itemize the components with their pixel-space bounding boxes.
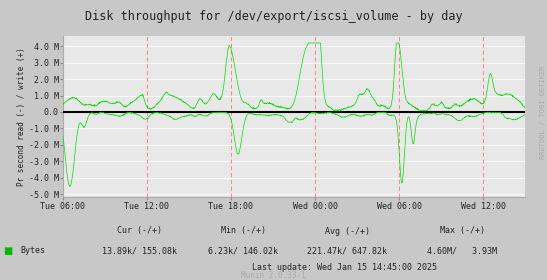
Text: 221.47k/ 647.82k: 221.47k/ 647.82k (307, 246, 387, 255)
Text: 13.89k/ 155.08k: 13.89k/ 155.08k (102, 246, 177, 255)
Text: Cur (-/+): Cur (-/+) (117, 227, 162, 235)
Text: Min (-/+): Min (-/+) (221, 227, 266, 235)
Text: 4.60M/   3.93M: 4.60M/ 3.93M (427, 246, 497, 255)
Text: 6.23k/ 146.02k: 6.23k/ 146.02k (208, 246, 278, 255)
Text: RRDTOOL / TOBI OETIKER: RRDTOOL / TOBI OETIKER (540, 65, 546, 159)
Text: Avg (-/+): Avg (-/+) (325, 227, 370, 235)
Text: Munin 2.0.33-1: Munin 2.0.33-1 (241, 271, 306, 280)
Text: Disk throughput for /dev/export/iscsi_volume - by day: Disk throughput for /dev/export/iscsi_vo… (85, 10, 462, 23)
Text: Last update: Wed Jan 15 14:45:00 2025: Last update: Wed Jan 15 14:45:00 2025 (252, 263, 437, 272)
Text: Bytes: Bytes (21, 246, 46, 255)
Text: Max (-/+): Max (-/+) (440, 227, 485, 235)
Y-axis label: Pr second read (-) / write (+): Pr second read (-) / write (+) (17, 48, 26, 186)
Text: ■: ■ (3, 246, 12, 256)
